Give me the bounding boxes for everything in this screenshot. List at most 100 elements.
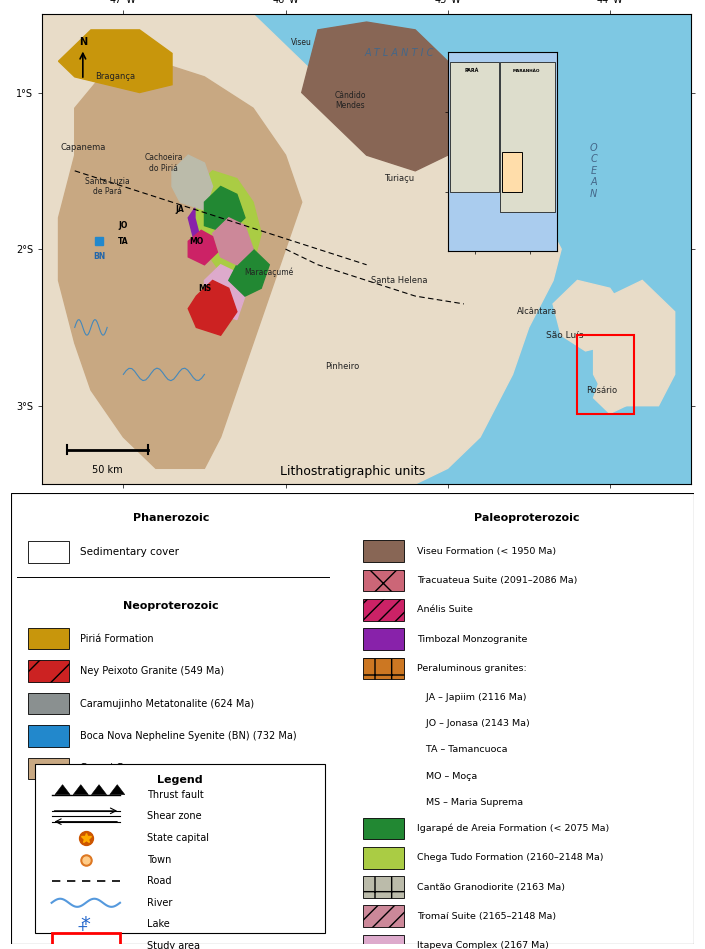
Text: Town: Town [147, 854, 172, 865]
Text: +: + [77, 920, 88, 934]
Polygon shape [188, 281, 237, 335]
Polygon shape [59, 30, 172, 93]
Text: Santa Luzia
de Pará: Santa Luzia de Pará [85, 177, 130, 196]
Bar [577, 335, 634, 414]
Text: Tracuateua Suite (2091–2086 Ma): Tracuateua Suite (2091–2086 Ma) [417, 576, 578, 585]
Text: Viseu Formation (< 1950 Ma): Viseu Formation (< 1950 Ma) [417, 547, 556, 556]
Text: O
C
E
A
N: O C E A N [590, 142, 597, 199]
Text: JA: JA [176, 206, 185, 214]
Polygon shape [59, 62, 302, 469]
Text: Bragança: Bragança [95, 72, 135, 82]
Bar [27, 661, 68, 682]
Text: Gurupi Group: Gurupi Group [80, 763, 146, 773]
Text: N: N [79, 37, 87, 47]
Text: TA – Tamancuoca: TA – Tamancuoca [414, 746, 508, 754]
Bar [363, 876, 404, 898]
Bar [363, 540, 404, 562]
Text: 50 km: 50 km [92, 465, 123, 475]
Text: Tromaí Suite (2165–2148 Ma): Tromaí Suite (2165–2148 Ma) [417, 912, 556, 921]
Bar [27, 757, 68, 779]
Text: Chega Tudo Formation (2160–2148 Ma): Chega Tudo Formation (2160–2148 Ma) [417, 853, 604, 863]
Polygon shape [188, 195, 245, 257]
Text: Piriá Formation: Piriá Formation [80, 634, 154, 643]
Text: Turiaçu: Turiaçu [384, 175, 414, 183]
Text: Ney Peixoto Granite (549 Ma): Ney Peixoto Granite (549 Ma) [80, 666, 224, 676]
Polygon shape [594, 359, 634, 414]
Text: Peraluminous granites:: Peraluminous granites: [417, 664, 527, 673]
Text: JA – Japiim (2116 Ma): JA – Japiim (2116 Ma) [414, 693, 527, 702]
Bar [363, 935, 404, 949]
Text: *: * [81, 915, 91, 934]
Bar [363, 599, 404, 621]
Bar [502, 152, 522, 192]
Polygon shape [73, 785, 88, 794]
Text: BN: BN [93, 252, 105, 261]
Text: Capanema: Capanema [60, 143, 106, 152]
Bar [450, 63, 499, 192]
Text: State capital: State capital [147, 833, 209, 843]
Polygon shape [110, 785, 125, 794]
Text: Santa Helena: Santa Helena [371, 276, 427, 285]
Polygon shape [212, 218, 253, 265]
Text: JO – Jonasa (2143 Ma): JO – Jonasa (2143 Ma) [414, 719, 529, 728]
Text: Legend: Legend [157, 775, 202, 785]
Text: Alcântara: Alcântara [517, 307, 557, 316]
Text: Paleoproterozoic: Paleoproterozoic [474, 513, 580, 523]
Text: Rosário: Rosário [586, 385, 618, 395]
Text: Timbozal Monzogranite: Timbozal Monzogranite [417, 635, 528, 643]
Polygon shape [42, 14, 561, 484]
Text: JO: JO [118, 221, 128, 230]
Text: PARÁ: PARÁ [465, 68, 479, 73]
Polygon shape [594, 281, 675, 406]
Bar [363, 847, 404, 868]
Text: Pinheiro: Pinheiro [325, 363, 360, 371]
Text: MO: MO [189, 237, 204, 246]
Text: Study area: Study area [147, 941, 200, 949]
Text: Maracaçumé: Maracaçumé [245, 268, 294, 277]
Text: Neoproterozoic: Neoproterozoic [123, 601, 219, 611]
Text: Cantão Granodiorite (2163 Ma): Cantão Granodiorite (2163 Ma) [417, 883, 565, 891]
Text: Igarapé de Areia Formation (< 2075 Ma): Igarapé de Areia Formation (< 2075 Ma) [417, 824, 610, 833]
Polygon shape [92, 785, 106, 794]
Text: River: River [147, 898, 173, 908]
Bar [363, 569, 404, 591]
Text: Shear zone: Shear zone [147, 811, 202, 821]
Polygon shape [188, 231, 217, 265]
Text: Sedimentary cover: Sedimentary cover [80, 547, 179, 557]
Polygon shape [55, 785, 70, 794]
Bar [363, 658, 404, 679]
Text: Lake: Lake [147, 920, 170, 929]
Text: Caramujinho Metatonalite (624 Ma): Caramujinho Metatonalite (624 Ma) [80, 698, 255, 709]
Bar [363, 818, 404, 839]
Polygon shape [172, 156, 212, 210]
Bar [500, 63, 555, 212]
Text: São Luís: São Luís [546, 331, 583, 340]
Text: Lithostratigraphic units: Lithostratigraphic units [280, 465, 425, 477]
Polygon shape [197, 171, 262, 281]
Text: TA: TA [118, 237, 129, 246]
Text: MS – Maria Suprema: MS – Maria Suprema [414, 798, 523, 807]
Bar [27, 628, 68, 649]
Polygon shape [302, 22, 464, 171]
Polygon shape [553, 281, 626, 351]
Text: Viseu: Viseu [291, 38, 312, 47]
Bar [363, 628, 404, 650]
Text: MARANHÃO: MARANHÃO [513, 69, 540, 73]
Text: Anélis Suite: Anélis Suite [417, 605, 473, 614]
Bar [27, 725, 68, 747]
Text: Itapeva Complex (2167 Ma): Itapeva Complex (2167 Ma) [417, 941, 549, 949]
Bar [27, 541, 68, 563]
Text: Boca Nova Nepheline Syenite (BN) (732 Ma): Boca Nova Nepheline Syenite (BN) (732 Ma… [80, 731, 297, 741]
Text: Cachoeira
do Piriá: Cachoeira do Piriá [145, 154, 183, 173]
Bar [27, 693, 68, 715]
Polygon shape [204, 265, 245, 320]
Text: Phanerozoic: Phanerozoic [133, 513, 209, 523]
Text: Road: Road [147, 876, 172, 886]
Text: A T L A N T I C: A T L A N T I C [364, 48, 434, 59]
Text: MO – Moça: MO – Moça [414, 772, 477, 781]
Text: Cândido
Mendes: Cândido Mendes [335, 91, 366, 110]
Bar [363, 905, 404, 927]
Polygon shape [229, 250, 269, 296]
Text: MS: MS [198, 284, 211, 292]
Bar [35, 764, 325, 933]
